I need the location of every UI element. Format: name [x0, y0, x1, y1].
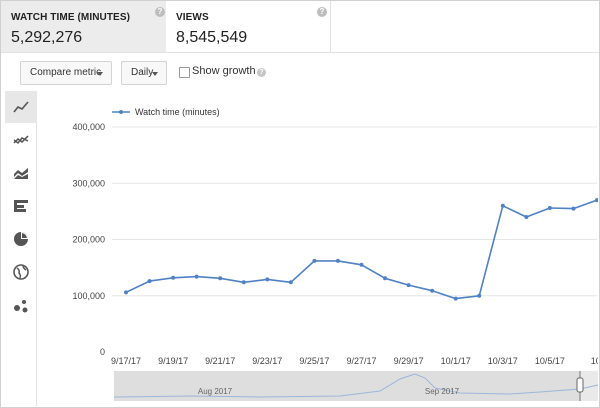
- y-tick-label: 300,000: [72, 178, 105, 188]
- data-point: [547, 206, 552, 210]
- data-point: [124, 290, 128, 295]
- metric-card-watch-time[interactable]: WATCH TIME (MINUTES) 5,292,276 ?: [1, 1, 166, 52]
- data-point: [194, 274, 199, 279]
- show-growth-checkbox[interactable]: [179, 67, 190, 78]
- x-tick-label: 9/17/17: [111, 356, 141, 366]
- help-icon[interactable]: ?: [317, 7, 327, 17]
- help-icon[interactable]: ?: [257, 68, 266, 77]
- bubble-chart-icon: [14, 300, 28, 313]
- data-point: [524, 215, 529, 219]
- interval-dropdown[interactable]: Daily: [121, 61, 167, 85]
- pie-chart-button[interactable]: [5, 223, 37, 255]
- compare-metric-dropdown[interactable]: Compare metric: [20, 61, 112, 85]
- x-tick-label: 10/5/17: [535, 356, 565, 366]
- data-point: [383, 276, 388, 281]
- navigator-label: Sep 2017: [425, 387, 460, 396]
- x-tick-label: 9/25/17: [299, 356, 329, 366]
- x-tick-label: 9/27/17: [346, 356, 376, 366]
- x-tick-label: 9/29/17: [394, 356, 424, 366]
- data-point: [477, 293, 482, 298]
- bubble-chart-button[interactable]: [5, 289, 37, 321]
- interval-label: Daily: [131, 67, 154, 78]
- data-point: [359, 262, 364, 267]
- data-point: [171, 275, 176, 280]
- data-point: [312, 258, 317, 263]
- metric-value-views: 8,545,549: [176, 29, 248, 46]
- metric-value-watch-time: 5,292,276: [11, 29, 83, 46]
- metric-card-views[interactable]: VIEWS 8,545,549 ?: [166, 1, 331, 52]
- metric-label-watch-time: WATCH TIME (MINUTES): [11, 12, 131, 23]
- chart-legend[interactable]: Watch time (minutes): [112, 107, 220, 117]
- chart-type-sidebar: [5, 91, 37, 406]
- stacked-area-chart-button[interactable]: [5, 157, 37, 189]
- legend-marker: [119, 110, 123, 114]
- data-point: [265, 277, 270, 282]
- stacked-area-chart-icon: [14, 168, 28, 179]
- bar-chart-button[interactable]: [5, 190, 37, 222]
- chevron-down-icon: [152, 72, 158, 76]
- help-icon[interactable]: ?: [155, 7, 165, 17]
- data-point: [595, 198, 598, 203]
- globe-map-icon: [13, 264, 29, 280]
- data-point: [241, 280, 246, 285]
- y-tick-label: 0: [100, 347, 105, 357]
- multi-line-chart-button[interactable]: [5, 124, 37, 156]
- multi-line-chart-icon: [13, 135, 29, 145]
- x-tick-label: 10/: [591, 356, 598, 366]
- x-axis-ticks: 9/17/17 9/19/17 9/21/17 9/23/17 9/25/17 9/27/…: [111, 356, 598, 366]
- data-point: [406, 283, 411, 288]
- x-tick-label: 9/23/17: [252, 356, 282, 366]
- metric-label-views: VIEWS: [176, 12, 209, 23]
- data-point: [453, 296, 458, 301]
- chart-series: [124, 198, 598, 301]
- navigator-label: Aug 2017: [198, 387, 233, 396]
- y-axis-ticks: 400,000 300,000 200,000 100,000 0: [72, 122, 105, 357]
- data-point: [288, 280, 293, 285]
- map-button[interactable]: [5, 256, 37, 288]
- data-point: [500, 203, 505, 208]
- navigator-drag-handle: [576, 377, 584, 393]
- bar-chart-icon: [14, 200, 28, 212]
- data-point: [335, 258, 340, 263]
- data-point: [147, 279, 152, 284]
- legend-label: Watch time (minutes): [135, 107, 220, 117]
- date-range-navigator[interactable]: Aug 2017 Sep 2017: [113, 371, 598, 401]
- metric-cards: WATCH TIME (MINUTES) 5,292,276 ? VIEWS 8…: [1, 1, 599, 53]
- x-tick-label: 9/21/17: [205, 356, 235, 366]
- y-tick-label: 400,000: [72, 122, 105, 132]
- y-tick-label: 100,000: [72, 291, 105, 301]
- line-chart-icon: [13, 101, 29, 113]
- x-tick-label: 10/3/17: [488, 356, 518, 366]
- line-chart-button[interactable]: [5, 91, 37, 123]
- chart-grid: [112, 126, 597, 297]
- chevron-down-icon: [97, 72, 103, 76]
- x-tick-label: 9/19/17: [158, 356, 188, 366]
- data-point: [571, 206, 576, 211]
- y-tick-label: 200,000: [72, 235, 105, 245]
- compare-metric-label: Compare metric: [30, 67, 102, 78]
- data-point: [218, 276, 223, 281]
- x-tick-label: 10/1/17: [441, 356, 471, 366]
- navigator-sparkline: [113, 373, 598, 398]
- series-line: [125, 199, 598, 300]
- data-point: [430, 288, 435, 293]
- pie-chart-icon: [14, 232, 28, 246]
- show-growth-label[interactable]: Show growth: [192, 65, 256, 77]
